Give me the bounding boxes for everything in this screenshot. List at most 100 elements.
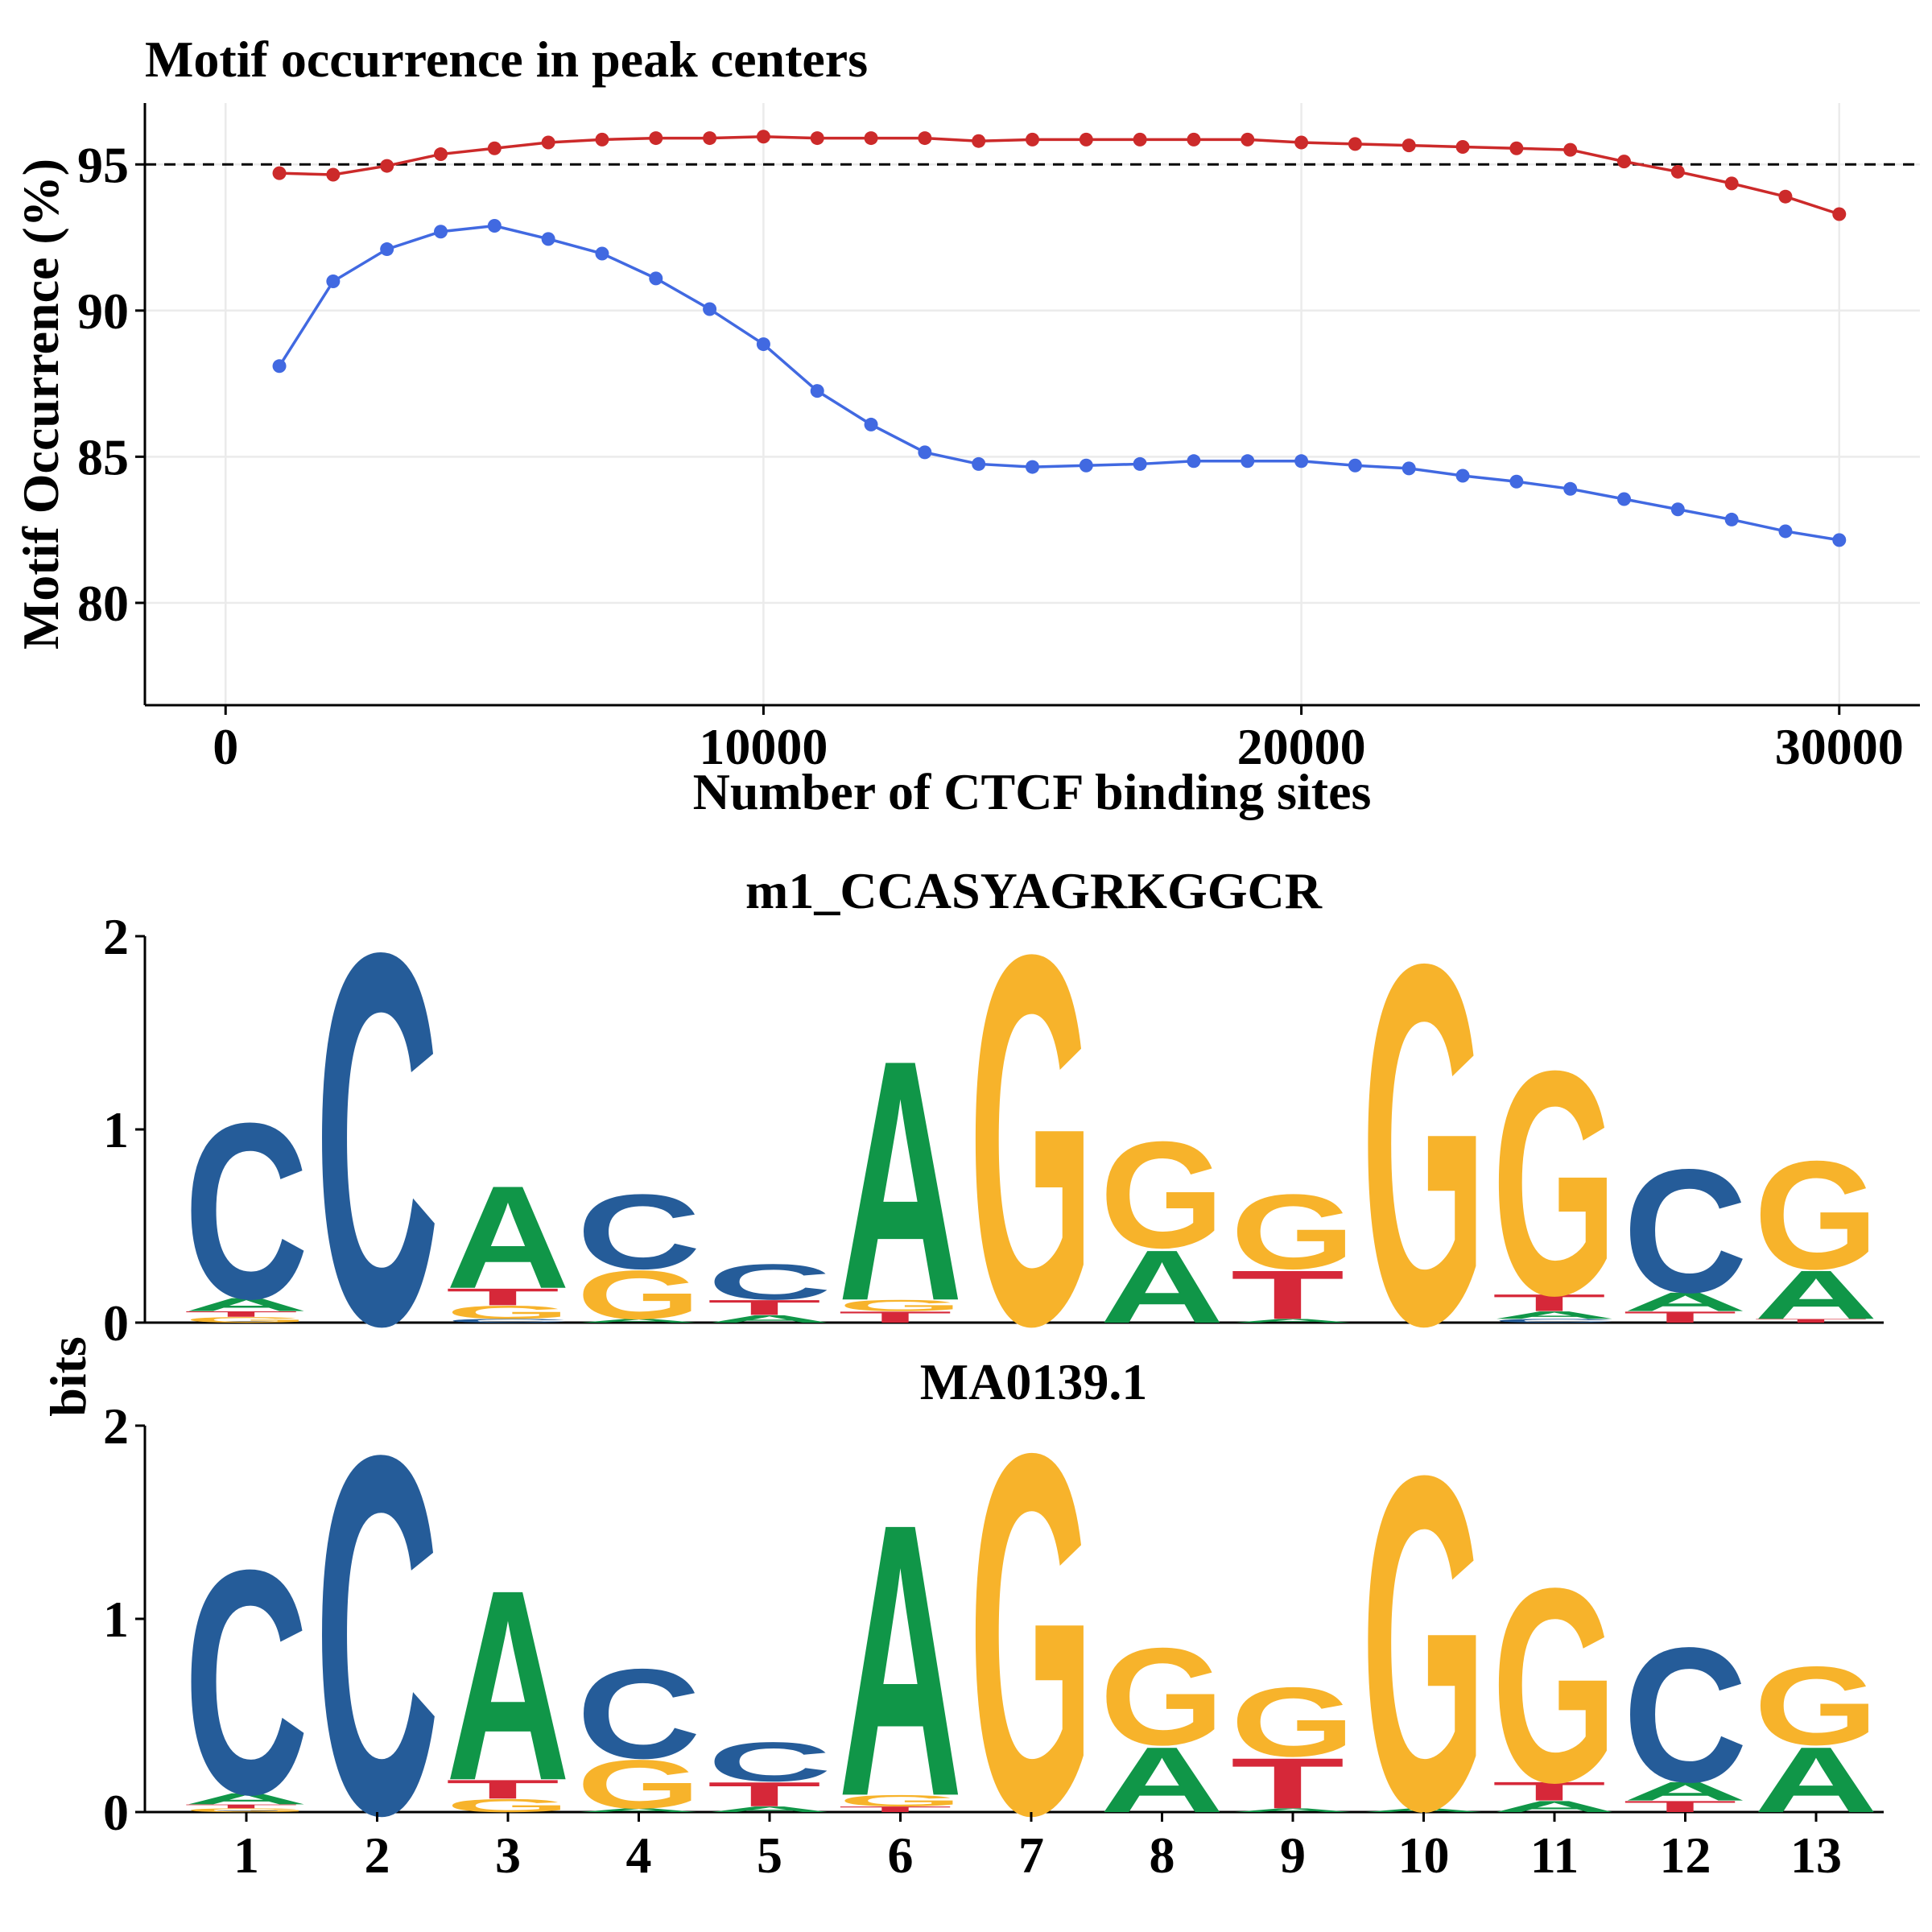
logo-letter-C: C [315,843,440,1435]
logo-letter-C: C [576,1172,700,1291]
logo-letter-T: T [1623,1308,1736,1326]
logo-bottom-title: MA0139.1 [920,1353,1148,1410]
series-1-point [1724,176,1739,191]
series-1-point [918,131,932,146]
x-tick-label: 30000 [1775,718,1904,775]
logo-x-tick-label: 3 [495,1827,521,1884]
logo-letter-T: T [1754,1318,1868,1323]
series-1-point [1079,132,1093,147]
axis-ticks: 80 85 90 95 0 10000 20000 30000 [77,136,1904,775]
logo-x-tick-label: 7 [1018,1827,1044,1884]
logo-letter-A: A [838,1444,962,1878]
chart-title: Motif occurrence in peak centers [145,31,868,88]
logo-letter-C: C [576,1642,700,1785]
logo-letter-T: T [1623,1798,1736,1815]
x-tick-label: 10000 [699,718,828,775]
logo-y-tick-label: 1 [103,1591,129,1648]
logo-letter-A: A [184,1790,308,1807]
series-2-point [1778,524,1793,539]
series-line-1 [279,135,1840,216]
logo-letter-T: T [838,1805,952,1814]
logo-letter-C: C [446,1318,570,1323]
logo-x-tick-label: 6 [888,1827,914,1884]
logo-letter-A: A [184,1294,308,1315]
logo-letter-T: T [446,1284,559,1311]
y-tick-label: 80 [77,575,129,632]
logo-letter-T: T [184,1803,298,1809]
series-2-point [1402,461,1416,476]
series-2-point [380,242,394,257]
y-tick-label: 85 [77,428,129,485]
logo-letter-A: A [1361,1807,1485,1813]
series-layer [272,130,1847,547]
logo-letter-G: G [184,1315,308,1324]
logo-letter-C: C [184,1071,308,1351]
logo-letter-T: T [184,1310,298,1319]
series-1-point [1832,207,1847,221]
logo-letter-T: T [838,1308,952,1326]
series-1-point [972,134,986,148]
logo-y-tick-label: 2 [103,908,129,965]
logo-x-tick-label: 13 [1790,1827,1842,1884]
series-2-point [1079,458,1093,473]
series-2-point [864,417,878,431]
series-2-point [810,384,824,398]
series-1-point [1670,164,1685,179]
series-1-point [1026,132,1039,147]
logo-letter-T: T [708,1775,821,1814]
series-2-point [1294,454,1309,469]
logo-letter-G: G [1754,1644,1878,1769]
logo-x-tick-label: 9 [1280,1827,1306,1884]
series-2-point [649,271,663,286]
series-2-point [1832,533,1847,547]
logo-letter-A: A [708,1805,832,1814]
logo-letter-T: T [1231,1744,1344,1824]
series-2-point [1455,469,1470,483]
logo-letter-C: C [1492,1318,1616,1323]
series-1-point [864,131,878,146]
y-tick-label: 90 [77,283,129,340]
series-2-point [434,225,448,239]
logo-letter-A: A [838,988,963,1373]
series-1-point [1348,137,1362,151]
logo-letter-G: G [838,1792,962,1810]
series-2-point [1348,458,1362,473]
logo-letter-T: T [1492,1290,1606,1316]
logo-letter-G: G [576,1257,700,1334]
logo-letter-T: T [1231,1257,1344,1334]
logo-letter-A: A [1231,1807,1355,1813]
logo-y-tick-label: 2 [103,1397,129,1455]
logo-letter-A: A [1100,1229,1224,1345]
logo-x-tick-label: 8 [1150,1827,1175,1884]
series-line-2 [278,224,1840,542]
logo-x-tick-label: 12 [1660,1827,1711,1884]
logo-letter-T: T [446,1774,559,1804]
logo-letter-A: A [708,1313,832,1325]
logo-x-tick-label: 4 [626,1827,652,1884]
series-2-point [703,302,717,316]
y-axis-label: Motif Occurrence (%) [12,159,69,650]
logo-y-tick-label: 0 [103,1294,129,1352]
series-2-point [1670,502,1685,517]
series-1-point [541,135,555,150]
logo-letter-A: A [1231,1318,1355,1323]
gridlines [145,103,1920,705]
logo-letter-G: G [576,1746,700,1823]
logo-letter-G: G [1361,858,1485,1432]
logo-x-tick-label: 5 [757,1827,782,1884]
series-1-point [1563,142,1578,157]
series-2-point [541,232,555,246]
logo-x-tick-label: 1 [233,1827,259,1884]
series-1-point [326,167,341,182]
logo-letter-C: C [708,1254,832,1311]
series-1-point [1241,132,1255,147]
logo-letter-A: A [1623,1777,1747,1806]
series-1-point [1617,155,1631,169]
series-2-point [272,359,287,374]
series-2-point [1026,460,1039,474]
logo-letter-G: G [1492,1005,1616,1362]
series-1-point [434,147,448,162]
series-1-point [756,130,770,144]
series-2-point [756,337,770,352]
